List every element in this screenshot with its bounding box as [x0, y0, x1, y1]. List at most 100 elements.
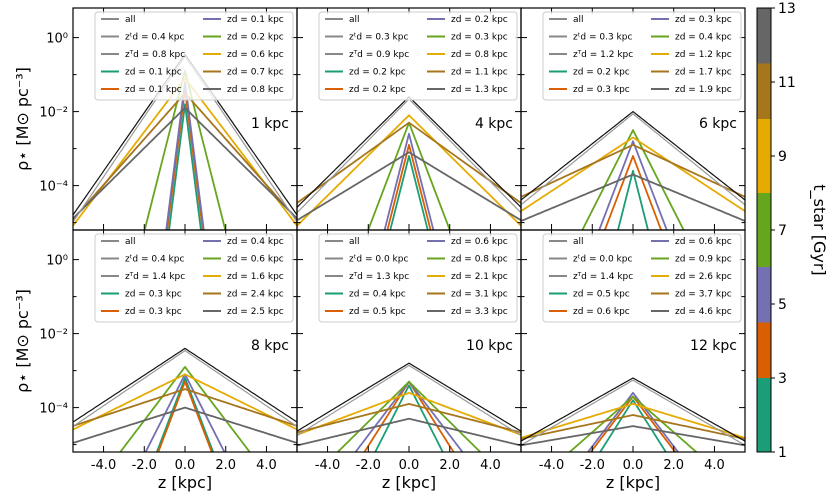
- legend-entry: zᵗd = 0.3 kpc: [573, 33, 632, 43]
- legend-entry: zd = 1.7 kpc: [675, 68, 732, 78]
- legend-entry: zᵗd = 0.4 kpc: [125, 255, 184, 265]
- legend-entry: zd = 0.7 kpc: [227, 68, 284, 78]
- series-line-6: [73, 92, 297, 220]
- legend: all zᵗd = 0.3 kpc zᵀd = 1.2 kpc zd = 0.2 kp…: [542, 11, 742, 101]
- legend-entry: zᵀd = 1.3 kpc: [349, 272, 409, 282]
- legend-entry: zd = 2.5 kpc: [227, 307, 284, 317]
- series-line-6: [521, 414, 745, 440]
- series-line-all: [521, 111, 745, 201]
- legend-entry: zᵗd = 0.3 kpc: [349, 33, 408, 43]
- y-tick-label: 10⁰: [46, 254, 68, 269]
- y-axis-label: ρ⋆ [M⊙ pc⁻³]: [13, 67, 32, 171]
- x-tick-label: -4.0: [91, 458, 116, 473]
- legend-entry: all: [573, 15, 584, 25]
- y-tick-label: 10⁰: [46, 32, 68, 47]
- legend-entry: zd = 0.6 kpc: [227, 255, 284, 265]
- panel-label: 1 kpc: [251, 116, 289, 132]
- legend-entry: all: [125, 15, 136, 25]
- legend-entry: zd = 0.3 kpc: [125, 290, 182, 300]
- legend-entry: zd = 0.6 kpc: [675, 237, 732, 247]
- legend-box: [318, 11, 518, 101]
- panel-label: 8 kpc: [251, 338, 289, 354]
- x-axis-label: z [kpc]: [606, 473, 660, 492]
- panel-4: -4.0 -2.0 0.0 2.0 4.0 10⁰ 10⁻² 10⁻⁴ ρ⋆ [M⊙ pc⁻³]…: [13, 229, 298, 492]
- legend: all zᵗd = 0.0 kpc zᵀd = 1.4 kpc zd = 0.5 kp…: [542, 233, 742, 323]
- legend-entry: zd = 0.2 kpc: [451, 15, 508, 25]
- x-tick-label: 0.0: [399, 458, 420, 473]
- legend-entry: zd = 0.6 kpc: [227, 50, 284, 60]
- x-axis-label: z [kpc]: [158, 473, 212, 492]
- legend-entry: zd = 2.4 kpc: [227, 290, 284, 300]
- y-axis-label: ρ⋆ [M⊙ pc⁻³]: [13, 289, 32, 393]
- series-line-2: [157, 380, 213, 452]
- series-line-1: [168, 103, 202, 230]
- series-line-7: [297, 151, 521, 222]
- colorbar-band: [757, 63, 771, 119]
- legend: all zᵗd = 0.4 kpc zᵀd = 1.4 kpc zd = 0.3 kp…: [94, 233, 294, 323]
- panel-curves: [73, 347, 297, 452]
- panel-label: 6 kpc: [699, 116, 737, 132]
- panel-6: -4.0 -2.0 0.0 2.0 4.0 z [kpc] 12 kpc all zᵗd = 0…: [520, 229, 746, 492]
- legend-entry: zd = 2.1 kpc: [451, 272, 508, 282]
- series-line-all: [521, 377, 745, 442]
- legend-entry: zd = 4.6 kpc: [675, 307, 732, 317]
- colorbar-label: t_star [Gyr]: [809, 184, 829, 275]
- legend-entry: zd = 0.4 kpc: [675, 33, 732, 43]
- legend: all zᵗd = 0.4 kpc zᵀd = 0.8 kpc zd = 0.1 kp…: [94, 11, 294, 101]
- legend-entry: zd = 1.2 kpc: [675, 50, 732, 60]
- y-tick-label: 10⁻⁴: [39, 180, 68, 195]
- x-tick-label: 4.0: [480, 458, 501, 473]
- series-line-5: [297, 391, 521, 436]
- legend-entry: zd = 0.1 kpc: [125, 85, 182, 95]
- series-line-1: [374, 384, 444, 452]
- series-line-1: [599, 399, 667, 452]
- legend-entry: zᵗd = 0.4 kpc: [125, 33, 184, 43]
- x-axis-label: z [kpc]: [382, 473, 436, 492]
- legend-entry: zd = 1.9 kpc: [675, 85, 732, 95]
- x-tick-label: 2.0: [439, 458, 460, 473]
- colorbar-tick-label: 13: [778, 1, 796, 17]
- legend-entry: zd = 0.1 kpc: [227, 15, 284, 25]
- series-line-all: [297, 362, 521, 432]
- legend-entry: zd = 0.2 kpc: [227, 33, 284, 43]
- series-line-6: [73, 388, 297, 427]
- legend-entry: zd = 0.3 kpc: [573, 85, 630, 95]
- x-tick-label: -2.0: [580, 458, 605, 473]
- series-line-all: [73, 347, 297, 423]
- panel-curves: [521, 377, 745, 452]
- panel-1: 10⁰ 10⁻² 10⁻⁴ ρ⋆ [M⊙ pc⁻³] 1 kpc all zᵗd = 0.4…: [13, 7, 298, 231]
- series-line-4: [568, 395, 698, 452]
- colorbar-band: [757, 8, 771, 64]
- colorbar-tick-label: 1: [778, 445, 787, 461]
- legend-entry: zᵗd = 0.0 kpc: [573, 255, 632, 265]
- colorbar-tick-label: 7: [778, 223, 787, 239]
- legend-entry: zd = 2.6 kpc: [675, 272, 732, 282]
- series-line-4: [336, 380, 482, 452]
- legend-entry: zd = 3.7 kpc: [675, 290, 732, 300]
- legend-entry: zd = 1.1 kpc: [451, 68, 508, 78]
- legend-entry: zᵀd = 0.9 kpc: [349, 50, 409, 60]
- legend-entry: zd = 0.5 kpc: [349, 307, 406, 317]
- colorbar-band: [757, 267, 771, 323]
- legend-entry: zd = 3.3 kpc: [451, 307, 508, 317]
- legend-entry: zd = 0.2 kpc: [349, 68, 406, 78]
- panel-label: 10 kpc: [466, 338, 513, 354]
- colorbar-band: [757, 193, 771, 267]
- legend-entry: zd = 0.8 kpc: [451, 50, 508, 60]
- legend-entry: all: [349, 15, 360, 25]
- legend-entry: zd = 0.1 kpc: [125, 68, 182, 78]
- legend-entry: zd = 0.8 kpc: [227, 85, 284, 95]
- colorbar-tick-label: 9: [778, 149, 787, 165]
- legend-entry: zᵀd = 0.8 kpc: [125, 50, 185, 60]
- colorbar-tick-label: 5: [778, 297, 787, 313]
- legend-box: [542, 11, 742, 101]
- series-line-1: [389, 155, 429, 230]
- panel-5: -4.0 -2.0 0.0 2.0 4.0 z [kpc] 10 kpc all zᵗd = 0…: [296, 229, 522, 492]
- series-line-7: [297, 417, 521, 447]
- panel-2: 4 kpc all zᵗd = 0.3 kpc zᵀd = 0.9 kpc zd = 0…: [296, 7, 522, 231]
- legend-entry: zd = 0.3 kpc: [125, 307, 182, 317]
- x-tick-label: -4.0: [539, 458, 564, 473]
- series-line-2: [386, 144, 432, 230]
- legend-entry: zd = 0.6 kpc: [573, 307, 630, 317]
- legend: all zᵗd = 0.3 kpc zᵀd = 0.9 kpc zd = 0.2 kp…: [318, 11, 518, 101]
